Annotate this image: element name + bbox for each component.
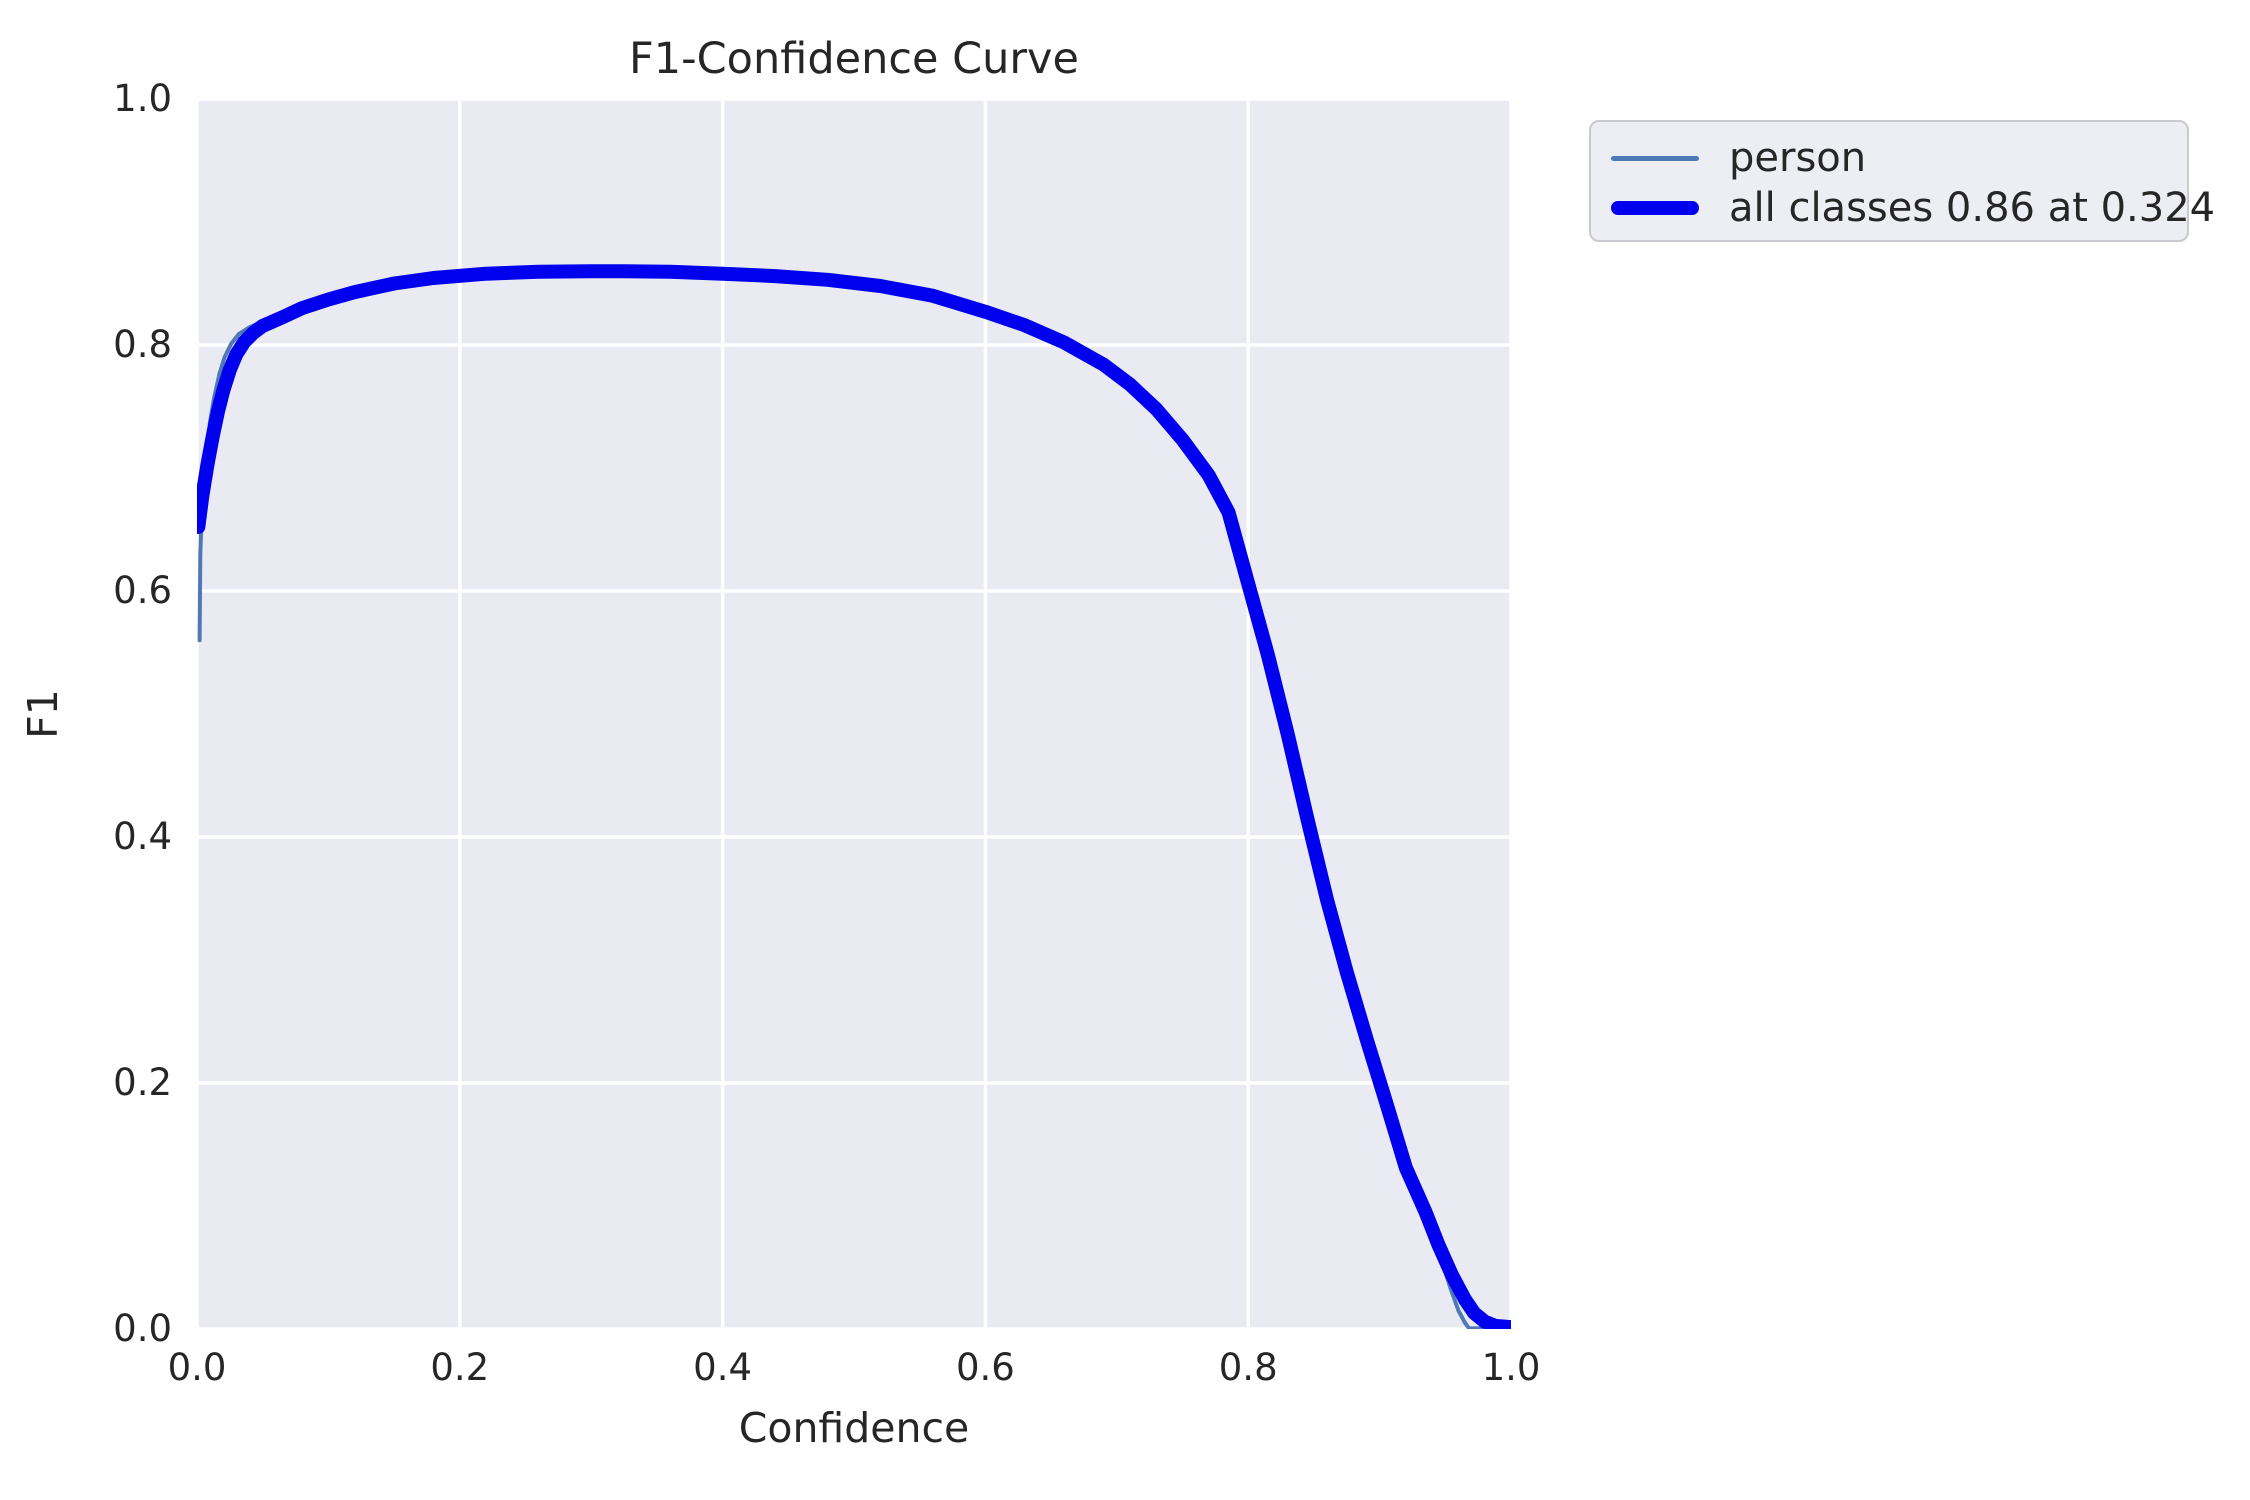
person-line-swatch [1611, 155, 1699, 161]
f1-curve-person [197, 269, 1511, 1329]
y-tick-label-1.0: 1.0 [113, 77, 172, 120]
y-tick-label-0.4: 0.4 [113, 815, 172, 858]
all-classes-line-swatch [1611, 201, 1699, 215]
legend-label-all-classes: all classes 0.86 at 0.324 [1729, 185, 2216, 231]
y-tick-label-0.6: 0.6 [113, 569, 172, 612]
y-tick-label-0.0: 0.0 [113, 1307, 172, 1350]
legend: person all classes 0.86 at 0.324 [1589, 120, 2215, 242]
x-axis-label: Confidence [738, 1404, 970, 1452]
x-tick-label-0.6: 0.6 [955, 1346, 1015, 1389]
y-axis-label: F1 [19, 689, 67, 739]
plot-canvas [197, 99, 1511, 1329]
y-tick-label-0.2: 0.2 [113, 1061, 172, 1104]
legend-row-all-classes: all classes 0.86 at 0.324 [1611, 183, 2215, 233]
x-tick-label-0.0: 0.0 [167, 1346, 227, 1389]
f1-curve-all-classes [197, 264, 1511, 1329]
x-tick-label-1.0: 1.0 [1481, 1346, 1541, 1389]
legend-row-person: person [1611, 133, 2187, 183]
plot-area [197, 99, 1511, 1329]
x-tick-label-0.4: 0.4 [693, 1346, 753, 1389]
legend-label-person: person [1729, 135, 1867, 181]
y-tick-label-0.8: 0.8 [113, 323, 172, 366]
x-tick-label-0.8: 0.8 [1218, 1346, 1278, 1389]
chart-title: F1-Confidence Curve [629, 34, 1079, 84]
x-tick-label-0.2: 0.2 [430, 1346, 490, 1389]
